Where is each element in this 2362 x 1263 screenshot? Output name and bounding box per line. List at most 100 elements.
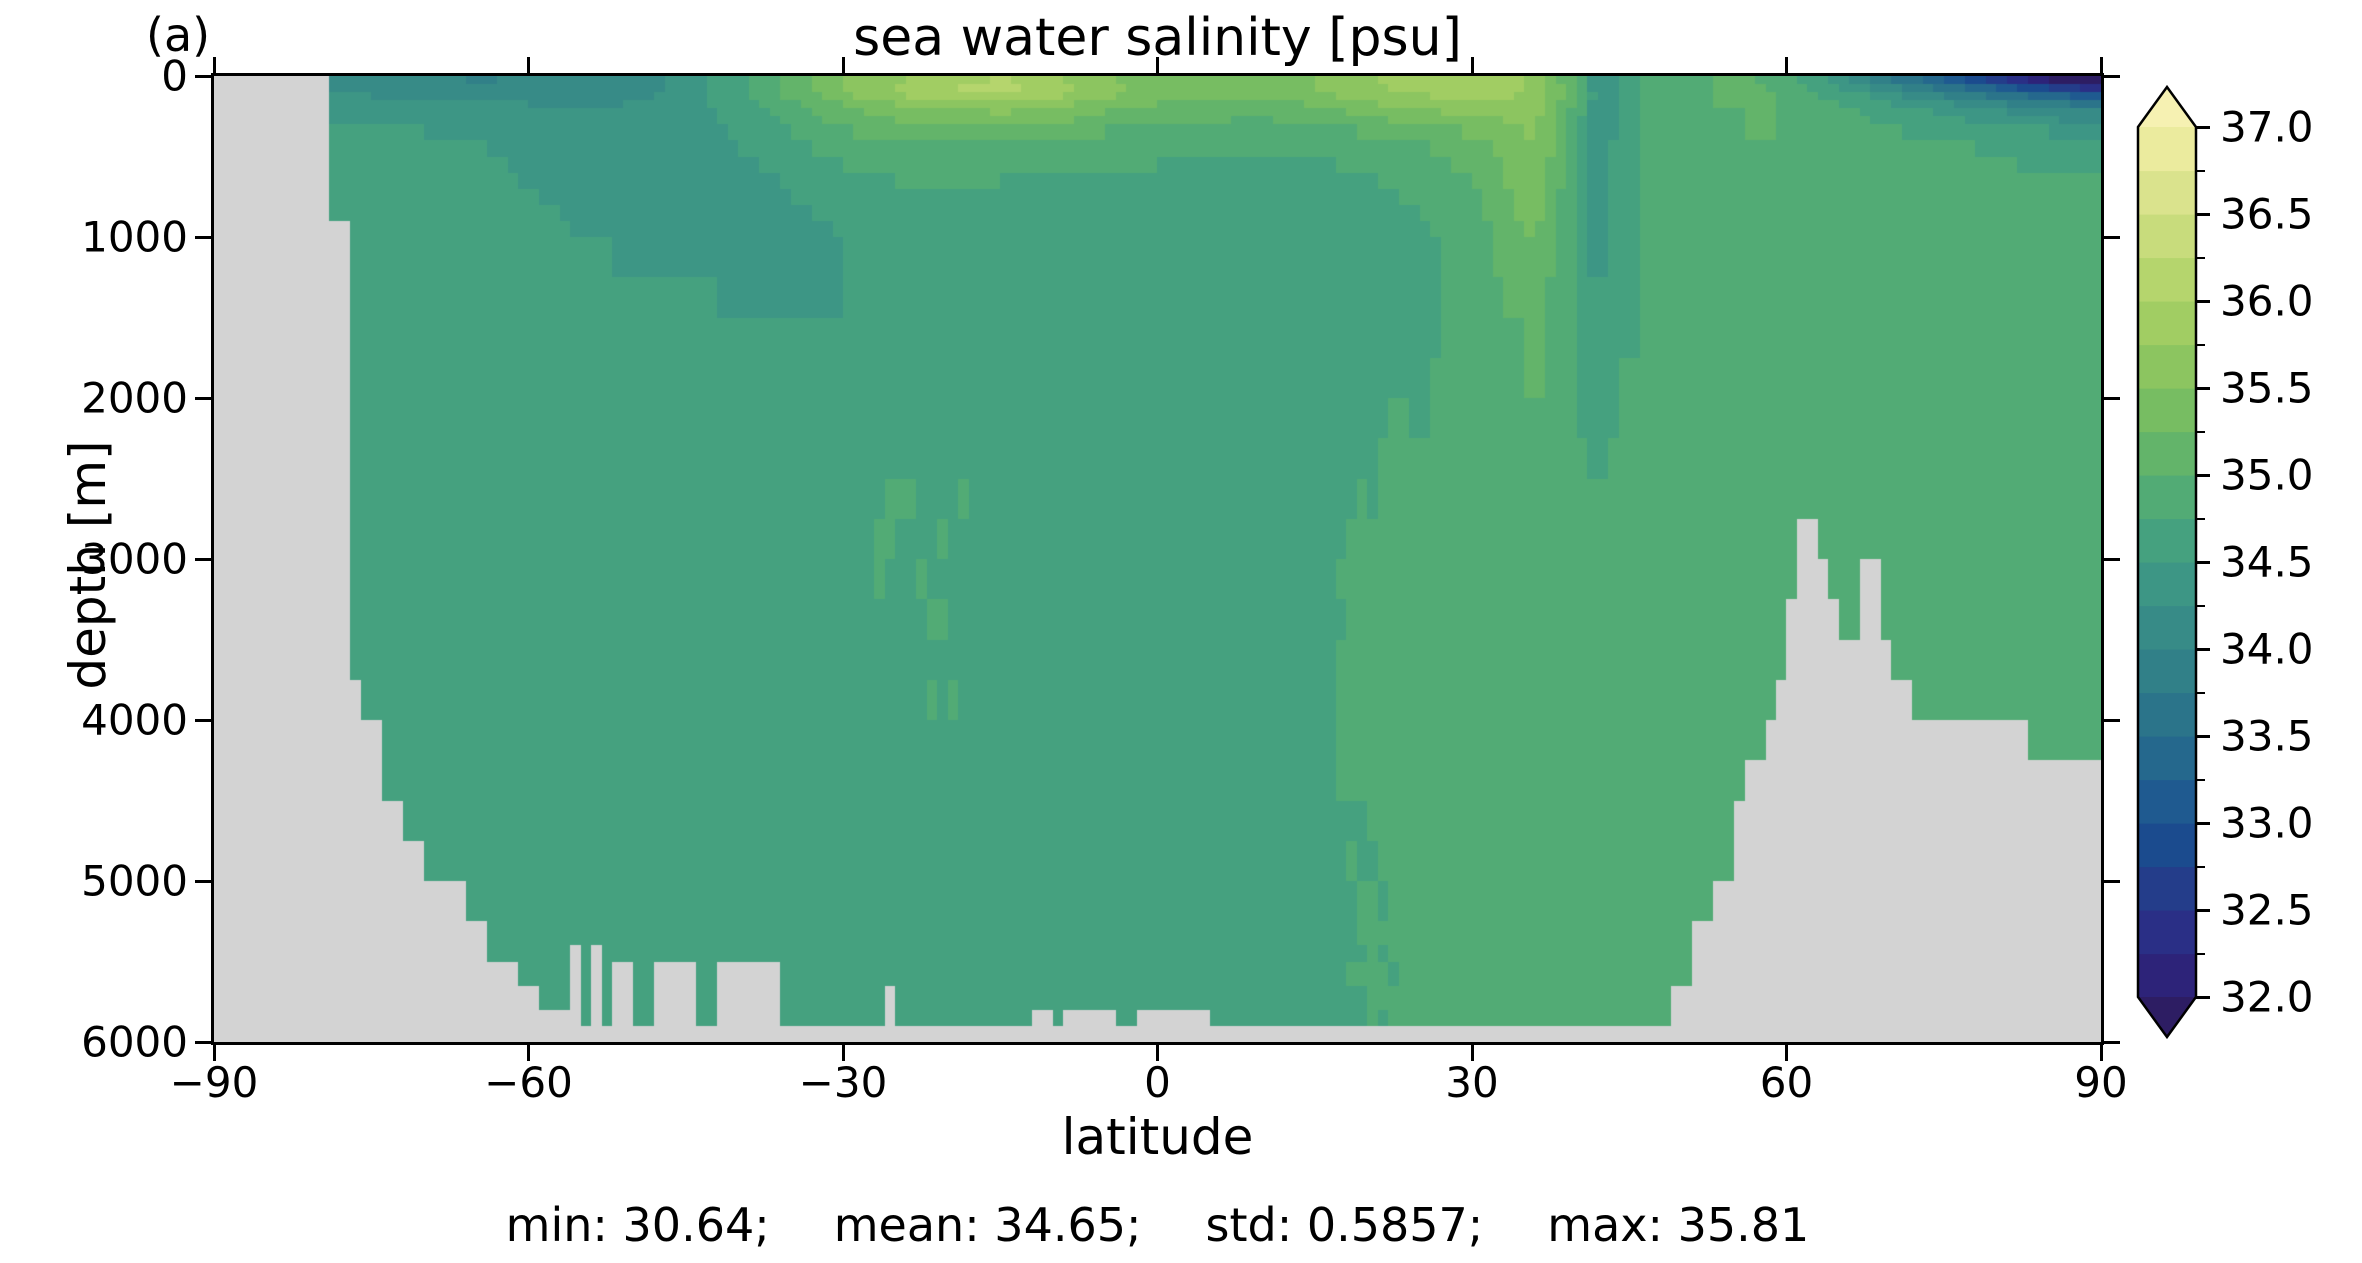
y-tick-mark	[195, 396, 211, 400]
colorbar-segment	[2138, 214, 2196, 259]
colorbar-minor-tick-mark	[2196, 169, 2205, 172]
colorbar-over-arrow	[2138, 87, 2196, 127]
colorbar-tick-mark	[2196, 473, 2210, 477]
x-tick-mark-top	[2099, 57, 2103, 73]
colorbar-minor-tick-mark	[2196, 256, 2205, 259]
colorbar-segment	[2138, 605, 2196, 650]
colorbar-tick-label: 37.0	[2220, 102, 2314, 152]
y-tick-mark	[195, 1040, 211, 1044]
colorbar-segment	[2138, 518, 2196, 563]
y-tick-mark	[195, 74, 211, 78]
y-tick-mark-right	[2104, 557, 2120, 561]
y-tick-label: 2000	[81, 373, 188, 423]
colorbar-tick-mark	[2196, 647, 2210, 651]
x-tick-mark-top	[1156, 57, 1159, 73]
x-tick-mark-top	[841, 57, 845, 73]
colorbar-tick-mark	[2196, 995, 2210, 999]
colorbar-tick-label: 36.0	[2220, 276, 2314, 326]
y-tick-label: 5000	[81, 856, 188, 906]
colorbar-minor-tick-mark	[2196, 343, 2205, 346]
colorbar-tick-label: 33.5	[2220, 711, 2314, 761]
y-tick-mark	[195, 557, 211, 561]
y-tick-mark-right	[2104, 396, 2120, 400]
stat-std: std: 0.5857;	[1205, 1198, 1484, 1252]
x-tick-mark	[527, 1045, 530, 1061]
y-tick-mark-right	[2104, 718, 2120, 722]
colorbar-tick-mark	[2196, 386, 2210, 390]
colorbar-tick-label: 35.0	[2220, 450, 2314, 500]
x-tick-mark	[212, 1045, 216, 1061]
x-tick-mark	[2099, 1045, 2103, 1061]
colorbar-segment	[2138, 692, 2196, 737]
colorbar-minor-tick-mark	[2196, 604, 2205, 607]
colorbar-segment	[2138, 431, 2196, 476]
x-tick-label: −60	[484, 1058, 573, 1107]
y-tick-mark-right	[2104, 74, 2120, 78]
colorbar-minor-tick-mark	[2196, 778, 2205, 781]
colorbar-segment	[2138, 910, 2196, 955]
x-tick-mark-top	[1785, 57, 1788, 73]
x-tick-label: 60	[1759, 1058, 1814, 1107]
x-tick-mark-top	[212, 57, 216, 73]
x-tick-label: −90	[169, 1058, 259, 1107]
colorbar-tick-mark	[2196, 734, 2210, 738]
colorbar-segment	[2138, 866, 2196, 911]
colorbar-minor-tick-mark	[2196, 517, 2205, 520]
colorbar-tick-mark	[2196, 560, 2210, 564]
x-axis-label: latitude	[1061, 1108, 1254, 1166]
colorbar-tick-label: 34.5	[2220, 537, 2314, 587]
colorbar-minor-tick-mark	[2196, 691, 2205, 694]
y-tick-mark-right	[2104, 879, 2120, 883]
colorbar-segment	[2138, 649, 2196, 694]
colorbar-minor-tick-mark	[2196, 952, 2205, 955]
colorbar-segment	[2138, 779, 2196, 824]
colorbar-tick-mark	[2196, 125, 2210, 129]
colorbar-segment	[2138, 736, 2196, 781]
x-tick-label: 90	[2074, 1058, 2128, 1107]
x-tick-label: 30	[1445, 1058, 1499, 1107]
salinity-section-heatmap	[214, 76, 2101, 1042]
colorbar-minor-tick-mark	[2196, 865, 2205, 868]
stat-min: min: 30.64;	[505, 1198, 770, 1252]
panel-label: (a)	[146, 8, 211, 62]
colorbar-tick-label: 33.0	[2220, 798, 2314, 848]
x-tick-mark	[841, 1045, 845, 1061]
colorbar-tick-mark	[2196, 212, 2210, 216]
colorbar-segment	[2138, 823, 2196, 868]
colorbar-tick-label: 34.0	[2220, 624, 2314, 674]
y-tick-mark	[195, 718, 211, 722]
stat-mean: mean: 34.65;	[833, 1198, 1142, 1252]
x-tick-mark	[1470, 1045, 1474, 1061]
colorbar-segment	[2138, 562, 2196, 607]
colorbar-tick-mark	[2196, 299, 2210, 303]
colorbar-segment	[2138, 388, 2196, 433]
colorbar-segment	[2138, 475, 2196, 520]
x-tick-mark	[1785, 1045, 1788, 1061]
y-tick-label: 4000	[81, 695, 188, 745]
colorbar-tick-label: 32.5	[2220, 885, 2314, 935]
x-tick-mark-top	[1470, 57, 1474, 73]
stats-row: min: 30.64; mean: 34.65; std: 0.5857; ma…	[214, 1198, 2101, 1252]
colorbar-segment	[2138, 170, 2196, 215]
colorbar-segment	[2138, 344, 2196, 389]
stat-max: max: 35.81	[1547, 1198, 1810, 1252]
y-tick-label: 3000	[81, 534, 188, 584]
y-tick-label: 1000	[81, 212, 188, 262]
x-tick-mark	[1156, 1045, 1159, 1061]
colorbar-tick-label: 35.5	[2220, 363, 2314, 413]
colorbar-tick-label: 36.5	[2220, 189, 2314, 239]
y-tick-label: 0	[161, 51, 188, 101]
plot-frame	[211, 73, 2104, 1045]
colorbar-tick-mark	[2196, 908, 2210, 912]
x-tick-label: 0	[1144, 1058, 1171, 1107]
y-tick-mark	[195, 235, 211, 239]
y-tick-mark	[195, 879, 211, 883]
colorbar-tick-mark	[2196, 821, 2210, 825]
x-tick-mark-top	[527, 57, 530, 73]
y-tick-mark-right	[2104, 235, 2120, 239]
colorbar	[2136, 85, 2198, 1040]
colorbar-segment	[2138, 127, 2196, 172]
colorbar-minor-tick-mark	[2196, 430, 2205, 433]
x-tick-label: −30	[798, 1058, 888, 1107]
